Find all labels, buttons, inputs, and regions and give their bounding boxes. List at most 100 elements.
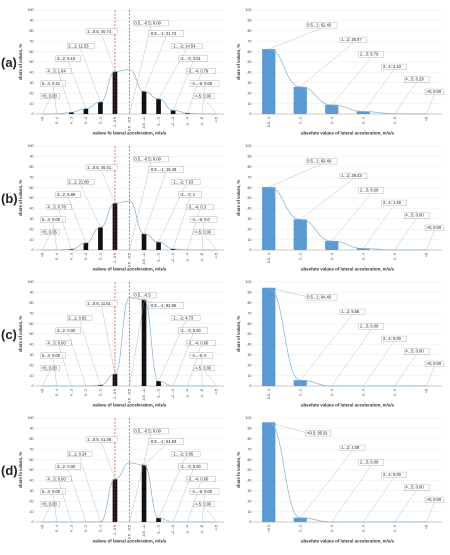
x-tick-label: -3...-4 — [186, 525, 190, 534]
panel-letter: (b) — [1, 191, 18, 206]
y-tick-label: 10 — [30, 510, 34, 514]
bar — [156, 99, 161, 114]
data-label: 0.5...-0.5; 0.00 — [134, 157, 161, 162]
y-tick-label: 10 — [30, 102, 34, 106]
data-label: 0.5...-0.5 — [134, 293, 151, 298]
callout-leader — [68, 469, 86, 522]
y-tick-label: 0 — [32, 248, 34, 252]
y-tick-label: 30 — [30, 353, 34, 357]
bar — [84, 243, 89, 250]
callout-leader — [59, 210, 72, 249]
y-axis-label: share fo values, % — [236, 451, 241, 488]
x-tick-label: 2...1 — [98, 117, 102, 124]
bar — [294, 87, 307, 114]
y-tick-label: 80 — [30, 301, 34, 305]
x-tick-label: >5 — [40, 389, 44, 393]
callout-leader — [363, 342, 394, 386]
bar — [142, 465, 147, 522]
y-tick-label: 90 — [30, 19, 34, 23]
x-tick-label: 0.5...-0.5 — [128, 253, 132, 267]
data-label: 4...5; 0.00 — [405, 485, 424, 490]
y-tick-label: 50 — [248, 196, 252, 200]
x-tick-label: -0.5...-1 — [142, 525, 146, 537]
bar — [98, 102, 103, 114]
data-label: 0.5...-0.5; 0.00 — [134, 21, 161, 26]
x-tick-label: -4...-5 — [200, 525, 204, 534]
data-label: 3...4; 1.48 — [383, 200, 402, 205]
data-label: 1...0.5; 41.08 — [87, 437, 112, 442]
x-tick-label: 1...2 — [298, 389, 302, 396]
x-axis-label: values of lateral acceleration, m/s/s — [93, 267, 167, 272]
callout-leader — [332, 465, 372, 522]
y-tick-label: 90 — [30, 427, 34, 431]
bar — [262, 422, 275, 522]
data-label: 0.5...1; 62.45 — [307, 23, 332, 28]
y-tick-label: 20 — [30, 91, 34, 95]
callout-leader — [300, 179, 353, 220]
x-tick-label: 5...4 — [55, 389, 59, 396]
panel-letter: (d) — [1, 463, 18, 478]
bar — [142, 91, 147, 114]
callout-leader — [363, 478, 394, 522]
callout-leader — [130, 162, 151, 250]
x-tick-label: 3...4 — [361, 525, 365, 532]
y-tick-label: 100 — [28, 416, 34, 420]
data-label: 2...1; 11.53 — [68, 43, 89, 48]
data-label: -4...-5; 0.0 — [191, 217, 210, 222]
callout-leader — [426, 231, 434, 250]
y-tick-label: 30 — [248, 489, 252, 493]
y-tick-label: 0 — [32, 520, 34, 524]
y-tick-label: 100 — [246, 144, 252, 148]
callout-leader — [59, 346, 72, 386]
data-label: <0.5; 95.91 — [307, 431, 328, 436]
callout-leader — [53, 494, 57, 522]
x-tick-label: 0.5...-0.5 — [128, 117, 132, 131]
y-tick-label: 40 — [30, 207, 34, 211]
data-label: -1...-2; 4.73 — [172, 315, 194, 320]
x-tick-label: 4...3 — [69, 253, 73, 260]
data-label: 1...2; 5.55 — [341, 309, 360, 314]
callout-leader — [269, 164, 322, 187]
x-tick-label: 0.5...1 — [267, 253, 271, 263]
y-tick-label: 70 — [248, 311, 252, 315]
data-label: -4...-5; 0 — [191, 353, 207, 358]
callout-leader — [202, 494, 204, 522]
y-tick-label: 40 — [248, 479, 252, 483]
x-tick-label: 2...1 — [98, 389, 102, 396]
callout-leader — [68, 333, 86, 386]
x-tick-label: <-5 — [215, 389, 219, 394]
callout-leader — [426, 367, 434, 386]
y-tick-label: 80 — [248, 437, 252, 441]
y-tick-label: 40 — [30, 71, 34, 75]
x-tick-label: <-5 — [215, 253, 219, 258]
y-tick-label: 30 — [30, 217, 34, 221]
y-tick-label: 60 — [30, 322, 34, 326]
bar — [156, 242, 161, 250]
callout-leader — [204, 235, 217, 250]
callout-leader — [395, 82, 417, 114]
y-tick-label: 60 — [30, 458, 34, 462]
callout-leader — [42, 371, 50, 386]
x-tick-label: 4...5 — [393, 525, 397, 532]
x-tick-label: 5...4 — [55, 525, 59, 532]
y-tick-label: 0 — [32, 112, 34, 116]
x-axis-label: values of lateral acceleration, m/s/s — [93, 403, 167, 408]
callout-leader — [102, 34, 115, 71]
x-tick-label: 0.5...-0.5 — [128, 389, 132, 403]
y-axis-label: share of values, % — [18, 179, 23, 216]
x-tick-label: 2...3 — [330, 117, 334, 124]
y-tick-label: 10 — [248, 510, 252, 514]
x-tick-label: -2...-3 — [171, 389, 175, 398]
y-tick-label: 10 — [30, 238, 34, 242]
data-label: 4...3; 1.64 — [48, 68, 67, 73]
y-tick-label: 30 — [248, 217, 252, 221]
callout-leader — [53, 222, 57, 250]
y-tick-label: 90 — [248, 427, 252, 431]
x-tick-label: -0.5...-1 — [142, 117, 146, 129]
data-label: 3...4; 0.00 — [383, 336, 402, 341]
y-tick-label: 20 — [248, 227, 252, 231]
callout-leader — [53, 86, 57, 113]
x-tick-label: 4...3 — [69, 389, 73, 396]
